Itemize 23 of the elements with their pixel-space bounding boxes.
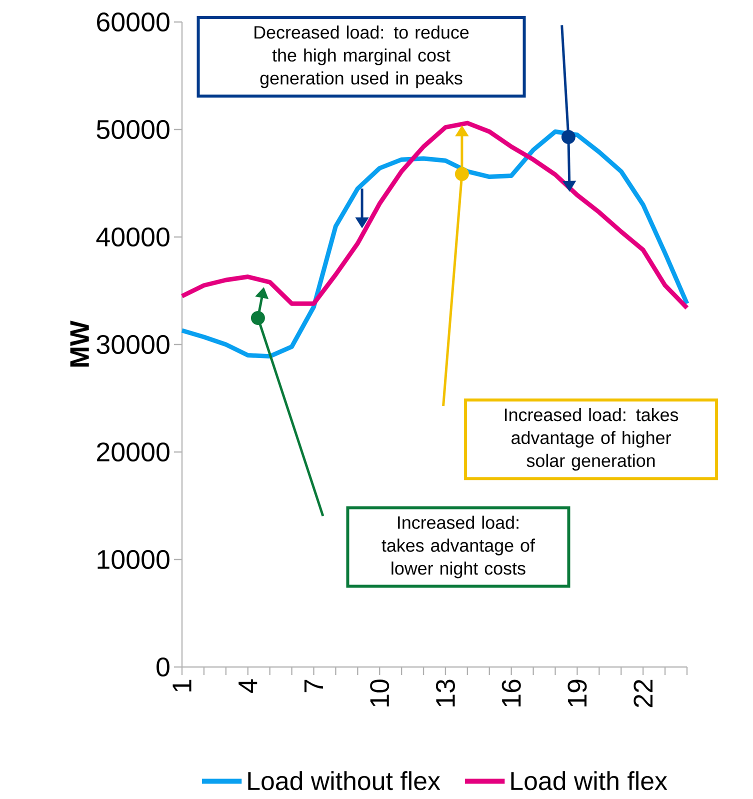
annotation: Increased load: takes advantage of lower night costs (382, 516, 535, 578)
x-tick-label: 16 (502, 680, 521, 706)
y-tick-label: 30000 (96, 334, 170, 354)
x-tick-label: 19 (568, 680, 587, 706)
y-tick-label: 10000 (98, 550, 170, 570)
y-tick-label: 40000 (96, 227, 170, 247)
x-tick-label: 1 (172, 680, 192, 692)
x-tick-label: 13 (436, 680, 456, 706)
x-tick-label: 7 (304, 680, 323, 692)
annotation: Decreased load: to reduce the high marginal cost generation used in peaks (254, 26, 469, 88)
x-tick-label: 4 (238, 679, 258, 693)
y-axis-title: MW (70, 320, 89, 367)
y-tick-label: 20000 (97, 442, 170, 462)
line-series (180, 120, 690, 310)
legend-label: Load with flex (511, 771, 668, 790)
y-tick-label: 0 (156, 657, 170, 677)
x-tick-label: 10 (370, 680, 390, 706)
y-tick-label: 60000 (97, 12, 170, 32)
legend-label: Load without flex (248, 771, 440, 790)
line-series (180, 129, 690, 359)
y-tick-label: 50000 (96, 120, 170, 140)
x-tick-label: 22 (634, 680, 652, 708)
annotation: Increased load: takes advantage of higher solar generation (504, 408, 678, 471)
